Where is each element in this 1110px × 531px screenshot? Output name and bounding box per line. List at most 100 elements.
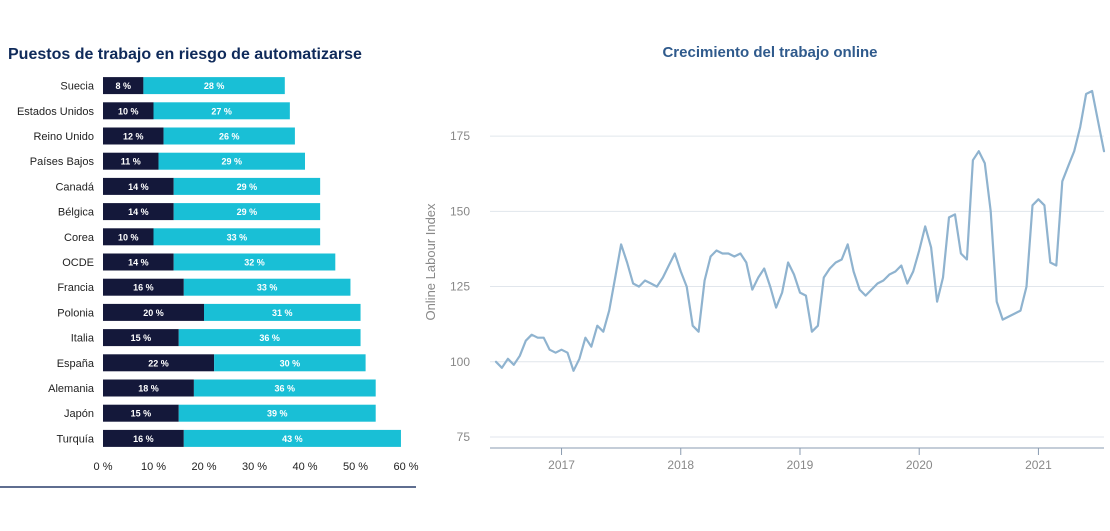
- online-labour-index-line: [494, 89, 1106, 372]
- category-label: Polonia: [57, 307, 95, 319]
- x-tick-label: 30 %: [242, 461, 267, 473]
- data-label: 14 %: [128, 258, 149, 268]
- bar-segment: [103, 253, 174, 271]
- data-label: 14 %: [128, 207, 149, 217]
- bar-segment: [153, 102, 290, 120]
- bar-segment: [193, 379, 376, 397]
- bar-segment: [178, 404, 376, 422]
- y-tick-label: 75: [457, 430, 471, 444]
- data-label: 28 %: [204, 81, 225, 91]
- bar-segment: [153, 228, 321, 246]
- bar-segment: [103, 303, 204, 321]
- y-tick-label: 125: [450, 280, 470, 294]
- category-label: Reino Unido: [33, 131, 94, 143]
- x-tick-label: 40 %: [292, 461, 317, 473]
- bar-segment: [103, 228, 154, 246]
- bar-segment: [103, 177, 174, 195]
- data-label: 20 %: [143, 308, 164, 318]
- data-label: 10 %: [118, 232, 139, 242]
- data-label: 27 %: [211, 106, 232, 116]
- x-tick-label: 2021: [1025, 458, 1052, 472]
- bar-segment: [163, 127, 295, 145]
- data-label: 43 %: [282, 434, 303, 444]
- category-label: Canadá: [55, 181, 94, 193]
- data-label: 15 %: [131, 333, 152, 343]
- bar-segment: [103, 152, 159, 170]
- bar-segment: [103, 77, 144, 95]
- data-label: 15 %: [131, 409, 152, 419]
- data-label: 12 %: [123, 132, 144, 142]
- data-label: 16 %: [133, 434, 154, 444]
- bar-segment: [173, 203, 321, 221]
- data-label: 32 %: [244, 258, 265, 268]
- bar-segment: [158, 152, 305, 170]
- y-tick-label: 175: [450, 129, 470, 143]
- data-label: 31 %: [272, 308, 293, 318]
- data-label: 29 %: [237, 207, 258, 217]
- x-tick-label: 2018: [667, 458, 694, 472]
- data-label: 36 %: [275, 384, 296, 394]
- data-label: 8 %: [115, 81, 131, 91]
- data-label: 22 %: [148, 358, 169, 368]
- x-tick-label: 10 %: [141, 461, 166, 473]
- data-label: 33 %: [227, 232, 248, 242]
- bar-segment: [103, 203, 174, 221]
- bar-segment: [183, 429, 401, 447]
- x-tick-label: 50 %: [343, 461, 368, 473]
- online-labour-chart-title: Crecimiento del trabajo online: [662, 44, 878, 61]
- y-tick-label: 100: [450, 355, 470, 369]
- category-label: Suecia: [60, 81, 95, 93]
- category-label: Corea: [64, 232, 95, 244]
- category-label: Japón: [64, 408, 94, 420]
- x-tick-label: 60 %: [393, 461, 418, 473]
- category-label: Francia: [57, 282, 95, 294]
- category-label: Bélgica: [58, 207, 95, 219]
- bar-segment: [103, 102, 154, 120]
- bar-segment: [178, 329, 361, 347]
- bar-segment: [103, 404, 179, 422]
- x-tick-label: 2017: [548, 458, 575, 472]
- bar-segment: [103, 278, 184, 296]
- bar-segment: [103, 329, 179, 347]
- category-label: Turquía: [56, 433, 94, 445]
- y-tick-label: 150: [450, 204, 470, 218]
- data-label: 18 %: [138, 384, 159, 394]
- category-label: Países Bajos: [30, 156, 95, 168]
- category-label: Estados Unidos: [17, 106, 95, 118]
- bar-segment: [103, 379, 194, 397]
- data-label: 11 %: [121, 157, 141, 167]
- data-label: 39 %: [267, 409, 288, 419]
- data-label: 29 %: [222, 157, 243, 167]
- x-tick-label: 2020: [906, 458, 933, 472]
- data-label: 33 %: [257, 283, 278, 293]
- bar-segment: [103, 429, 184, 447]
- category-label: OCDE: [62, 257, 94, 269]
- category-label: Alemania: [48, 383, 95, 395]
- data-label: 14 %: [128, 182, 149, 192]
- online-labour-line-chart: 75 100 125 150 175 2017 2018 2019 2020 2021 Online…: [423, 89, 1106, 472]
- bar-segment: [173, 177, 321, 195]
- y-axis-label: Online Labour Index: [423, 203, 438, 321]
- automation-chart-title: Puestos de trabajo en riesgo de automati…: [8, 46, 362, 63]
- bar-segment: [103, 127, 164, 145]
- x-tick-label: 0 %: [94, 461, 113, 473]
- automation-risk-panel: Puestos de trabajo en riesgo de automati…: [0, 0, 420, 531]
- data-label: 36 %: [259, 333, 280, 343]
- x-tick-label: 2019: [787, 458, 814, 472]
- data-label: 16 %: [133, 283, 154, 293]
- bar-segment: [173, 253, 336, 271]
- bar-segment: [143, 77, 285, 95]
- bar-segment: [103, 354, 215, 372]
- bar-segment: [204, 303, 361, 321]
- data-label: 10 %: [118, 106, 139, 116]
- data-label: 26 %: [219, 132, 240, 142]
- data-label: 29 %: [237, 182, 258, 192]
- x-tick-label: 20 %: [191, 461, 216, 473]
- category-label: España: [57, 358, 95, 370]
- category-label: Italia: [71, 333, 95, 345]
- bar-segment: [183, 278, 351, 296]
- data-label: 30 %: [280, 358, 301, 368]
- automation-bar-chart: Suecia 8 % 28 % Estados Unidos 10 % 27 % Reino…: [0, 77, 419, 488]
- online-labour-panel: Crecimiento del trabajo online 75 100 125 1…: [420, 0, 1110, 531]
- bar-segment: [214, 354, 366, 372]
